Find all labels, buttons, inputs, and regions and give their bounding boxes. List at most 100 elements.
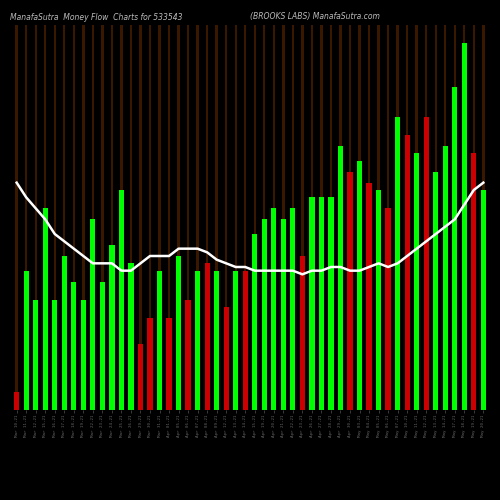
- Bar: [149, 25, 151, 410]
- Bar: [301, 25, 304, 410]
- Bar: [119, 190, 124, 410]
- Bar: [148, 318, 152, 410]
- Bar: [320, 25, 322, 410]
- Bar: [434, 25, 437, 410]
- Bar: [225, 25, 228, 410]
- Bar: [100, 282, 105, 410]
- Bar: [292, 25, 294, 410]
- Bar: [33, 300, 38, 410]
- Bar: [444, 25, 446, 410]
- Bar: [25, 25, 28, 410]
- Bar: [206, 25, 208, 410]
- Bar: [71, 282, 76, 410]
- Bar: [330, 25, 332, 410]
- Bar: [348, 172, 352, 410]
- Bar: [54, 25, 56, 410]
- Bar: [92, 25, 94, 410]
- Bar: [204, 264, 210, 410]
- Bar: [404, 135, 410, 410]
- Bar: [433, 172, 438, 410]
- Bar: [424, 116, 429, 410]
- Bar: [128, 264, 134, 410]
- Bar: [395, 116, 400, 410]
- Bar: [310, 25, 313, 410]
- Bar: [216, 25, 218, 410]
- Bar: [34, 25, 37, 410]
- Bar: [195, 270, 200, 410]
- Bar: [244, 25, 246, 410]
- Bar: [366, 182, 372, 410]
- Bar: [414, 154, 420, 410]
- Bar: [387, 25, 390, 410]
- Bar: [110, 245, 114, 410]
- Bar: [52, 300, 58, 410]
- Bar: [378, 25, 380, 410]
- Bar: [130, 25, 132, 410]
- Bar: [396, 25, 399, 410]
- Bar: [310, 198, 314, 410]
- Bar: [138, 344, 143, 410]
- Bar: [272, 25, 275, 410]
- Bar: [14, 392, 20, 410]
- Bar: [254, 25, 256, 410]
- Bar: [454, 25, 456, 410]
- Bar: [62, 256, 67, 410]
- Bar: [319, 198, 324, 410]
- Bar: [472, 25, 475, 410]
- Bar: [186, 300, 190, 410]
- Bar: [187, 25, 190, 410]
- Bar: [90, 220, 96, 410]
- Bar: [196, 25, 199, 410]
- Text: ManafaSutra  Money Flow  Charts for 533543: ManafaSutra Money Flow Charts for 533543: [10, 12, 182, 22]
- Bar: [271, 208, 276, 410]
- Bar: [471, 154, 476, 410]
- Bar: [452, 88, 458, 410]
- Bar: [42, 208, 48, 410]
- Bar: [280, 220, 286, 410]
- Bar: [63, 25, 66, 410]
- Bar: [416, 25, 418, 410]
- Bar: [480, 190, 486, 410]
- Bar: [140, 25, 141, 410]
- Bar: [263, 25, 266, 410]
- Bar: [328, 198, 334, 410]
- Bar: [166, 318, 172, 410]
- Bar: [252, 234, 258, 410]
- Bar: [425, 25, 428, 410]
- Bar: [406, 25, 408, 410]
- Bar: [176, 256, 181, 410]
- Bar: [462, 44, 467, 410]
- Bar: [82, 25, 84, 410]
- Bar: [16, 25, 18, 410]
- Bar: [101, 25, 103, 410]
- Bar: [463, 25, 466, 410]
- Bar: [262, 220, 267, 410]
- Bar: [300, 256, 305, 410]
- Bar: [368, 25, 370, 410]
- Bar: [224, 308, 229, 410]
- Bar: [340, 25, 342, 410]
- Bar: [349, 25, 351, 410]
- Text: (BROOKS LABS) ManafaSutra.com: (BROOKS LABS) ManafaSutra.com: [250, 12, 380, 22]
- Bar: [357, 160, 362, 410]
- Bar: [214, 270, 220, 410]
- Bar: [290, 208, 296, 410]
- Bar: [158, 25, 160, 410]
- Bar: [376, 190, 381, 410]
- Bar: [282, 25, 284, 410]
- Bar: [72, 25, 75, 410]
- Bar: [358, 25, 360, 410]
- Bar: [110, 25, 113, 410]
- Bar: [120, 25, 122, 410]
- Bar: [168, 25, 170, 410]
- Bar: [178, 25, 180, 410]
- Bar: [234, 25, 237, 410]
- Bar: [442, 146, 448, 410]
- Bar: [24, 270, 29, 410]
- Bar: [44, 25, 46, 410]
- Bar: [233, 270, 238, 410]
- Bar: [386, 208, 390, 410]
- Bar: [242, 270, 248, 410]
- Bar: [157, 270, 162, 410]
- Bar: [482, 25, 484, 410]
